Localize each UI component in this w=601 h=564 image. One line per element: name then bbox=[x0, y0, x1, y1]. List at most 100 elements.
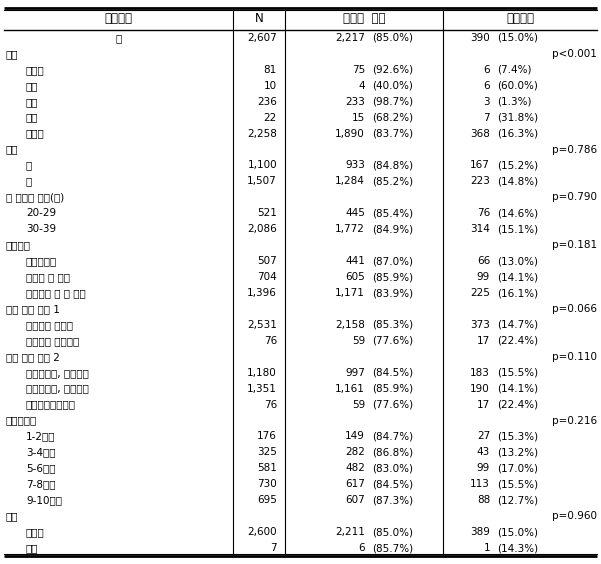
Text: 997: 997 bbox=[345, 368, 365, 378]
Text: 6: 6 bbox=[483, 65, 490, 75]
Text: (7.4%): (7.4%) bbox=[497, 65, 531, 75]
Text: 암 진단시 연령(세): 암 진단시 연령(세) bbox=[6, 192, 64, 202]
Text: 2,531: 2,531 bbox=[247, 320, 277, 330]
Text: 1,100: 1,100 bbox=[248, 161, 277, 170]
Text: 441: 441 bbox=[345, 256, 365, 266]
Text: 282: 282 bbox=[345, 447, 365, 457]
Text: 445: 445 bbox=[345, 208, 365, 218]
Text: 여: 여 bbox=[26, 177, 32, 187]
Text: 2,211: 2,211 bbox=[335, 527, 365, 537]
Text: 2,158: 2,158 bbox=[335, 320, 365, 330]
Text: p=0.181: p=0.181 bbox=[552, 240, 597, 250]
Text: (83.9%): (83.9%) bbox=[372, 288, 413, 298]
Text: (85.2%): (85.2%) bbox=[372, 177, 413, 187]
Text: 695: 695 bbox=[257, 495, 277, 505]
Text: 3-4분위: 3-4분위 bbox=[26, 447, 55, 457]
Text: 99: 99 bbox=[477, 464, 490, 473]
Text: (15.5%): (15.5%) bbox=[497, 368, 538, 378]
Text: 20-29: 20-29 bbox=[26, 208, 56, 218]
Text: (85.0%): (85.0%) bbox=[372, 527, 413, 537]
Text: 6: 6 bbox=[358, 543, 365, 553]
Text: (31.8%): (31.8%) bbox=[497, 113, 538, 122]
Text: 176: 176 bbox=[257, 431, 277, 442]
Text: (15.0%): (15.0%) bbox=[497, 33, 538, 43]
Text: 390: 390 bbox=[470, 33, 490, 43]
Text: 373: 373 bbox=[470, 320, 490, 330]
Text: (85.9%): (85.9%) bbox=[372, 272, 413, 282]
Text: 325: 325 bbox=[257, 447, 277, 457]
Text: 1-2분위: 1-2분위 bbox=[26, 431, 55, 442]
Text: (15.3%): (15.3%) bbox=[497, 431, 538, 442]
Text: 2,607: 2,607 bbox=[247, 33, 277, 43]
Text: (14.1%): (14.1%) bbox=[497, 272, 538, 282]
Text: 간암: 간암 bbox=[26, 97, 38, 107]
Text: 1,890: 1,890 bbox=[335, 129, 365, 139]
Text: 위암: 위암 bbox=[26, 113, 38, 122]
Text: 183: 183 bbox=[470, 368, 490, 378]
Text: 성별: 성별 bbox=[6, 144, 19, 155]
Text: (85.7%): (85.7%) bbox=[372, 543, 413, 553]
Text: 233: 233 bbox=[345, 97, 365, 107]
Text: (98.7%): (98.7%) bbox=[372, 97, 413, 107]
Text: 704: 704 bbox=[257, 272, 277, 282]
Text: 59: 59 bbox=[352, 336, 365, 346]
Text: 의료 보장 유형 2: 의료 보장 유형 2 bbox=[6, 352, 60, 362]
Text: 27: 27 bbox=[477, 431, 490, 442]
Text: 독립변수: 독립변수 bbox=[105, 12, 132, 25]
Text: 2,086: 2,086 bbox=[247, 224, 277, 234]
Text: 1,161: 1,161 bbox=[335, 384, 365, 394]
Text: 389: 389 bbox=[470, 527, 490, 537]
Text: (13.2%): (13.2%) bbox=[497, 447, 538, 457]
Text: 거주지역: 거주지역 bbox=[6, 240, 31, 250]
Text: (85.9%): (85.9%) bbox=[372, 384, 413, 394]
Text: p<0.001: p<0.001 bbox=[552, 49, 597, 59]
Text: 99: 99 bbox=[477, 272, 490, 282]
Text: p=0.960: p=0.960 bbox=[552, 511, 597, 521]
Text: 236: 236 bbox=[257, 97, 277, 107]
Text: 7: 7 bbox=[270, 543, 277, 553]
Text: 521: 521 bbox=[257, 208, 277, 218]
Text: 368: 368 bbox=[470, 129, 490, 139]
Text: (14.1%): (14.1%) bbox=[497, 384, 538, 394]
Text: (68.2%): (68.2%) bbox=[372, 113, 413, 122]
Text: (77.6%): (77.6%) bbox=[372, 336, 413, 346]
Text: (17.0%): (17.0%) bbox=[497, 464, 538, 473]
Text: 75: 75 bbox=[352, 65, 365, 75]
Text: 730: 730 bbox=[257, 479, 277, 490]
Text: (84.5%): (84.5%) bbox=[372, 368, 413, 378]
Text: (87.3%): (87.3%) bbox=[372, 495, 413, 505]
Text: 81: 81 bbox=[264, 65, 277, 75]
Text: (22.4%): (22.4%) bbox=[497, 399, 538, 409]
Text: 직장가입자, 건강보험: 직장가입자, 건강보험 bbox=[26, 384, 89, 394]
Text: 1,284: 1,284 bbox=[335, 177, 365, 187]
Text: 76: 76 bbox=[477, 208, 490, 218]
Text: (85.3%): (85.3%) bbox=[372, 320, 413, 330]
Text: (12.7%): (12.7%) bbox=[497, 495, 538, 505]
Text: p=0.790: p=0.790 bbox=[552, 192, 597, 202]
Text: (84.5%): (84.5%) bbox=[372, 479, 413, 490]
Text: 7-8분위: 7-8분위 bbox=[26, 479, 55, 490]
Text: 43: 43 bbox=[477, 447, 490, 457]
Text: (85.0%): (85.0%) bbox=[372, 33, 413, 43]
Text: 장애: 장애 bbox=[26, 543, 38, 553]
Text: 149: 149 bbox=[345, 431, 365, 442]
Text: (13.0%): (13.0%) bbox=[497, 256, 538, 266]
Text: 서울특별시: 서울특별시 bbox=[26, 256, 57, 266]
Text: p=0.786: p=0.786 bbox=[552, 144, 597, 155]
Text: (40.0%): (40.0%) bbox=[372, 81, 413, 91]
Text: (60.0%): (60.0%) bbox=[497, 81, 538, 91]
Text: (16.3%): (16.3%) bbox=[497, 129, 538, 139]
Text: 76: 76 bbox=[264, 399, 277, 409]
Text: 59: 59 bbox=[352, 399, 365, 409]
Text: 6: 6 bbox=[483, 81, 490, 91]
Text: 2,258: 2,258 bbox=[247, 129, 277, 139]
Text: 1,772: 1,772 bbox=[335, 224, 365, 234]
Text: 광역시 및 세종: 광역시 및 세종 bbox=[26, 272, 70, 282]
Text: (87.0%): (87.0%) bbox=[372, 256, 413, 266]
Text: (92.6%): (92.6%) bbox=[372, 65, 413, 75]
Text: (14.3%): (14.3%) bbox=[497, 543, 538, 553]
Text: (15.5%): (15.5%) bbox=[497, 479, 538, 490]
Text: 605: 605 bbox=[345, 272, 365, 282]
Text: 3: 3 bbox=[483, 97, 490, 107]
Text: 66: 66 bbox=[477, 256, 490, 266]
